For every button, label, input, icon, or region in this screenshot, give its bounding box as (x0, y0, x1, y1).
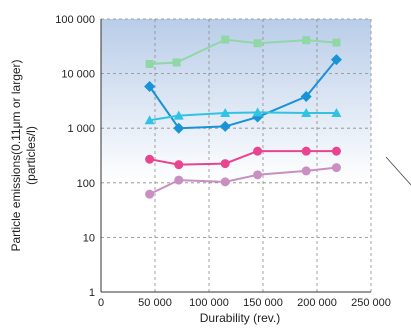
series-2-point (219, 120, 231, 132)
plot-background (101, 19, 371, 292)
series-4-point (220, 159, 230, 169)
y-tick-label: 10 000 (61, 69, 95, 81)
series-1-point (253, 39, 262, 48)
x-axis-title: Durability (rev.) (200, 311, 280, 325)
x-tick-label: 150 000 (243, 297, 283, 309)
x-tick-label: 250 000 (351, 297, 391, 309)
series-1-line (149, 38, 337, 65)
series-3-point (220, 107, 231, 117)
series-2-point (330, 54, 342, 66)
series-group (144, 35, 342, 199)
series-5-line (149, 166, 337, 196)
series-4-point (145, 154, 155, 164)
series-4-line (149, 150, 337, 166)
series-2-point (144, 81, 156, 93)
series-5-point (220, 177, 230, 187)
series-3-point (252, 107, 263, 117)
series-4 (145, 146, 341, 170)
series-3-point (301, 107, 312, 117)
series-4-point (301, 146, 311, 156)
series-5-point (253, 170, 263, 180)
y-axis-title-line-1: Particle emissions(0.11μm or larger) (9, 59, 23, 251)
series-4-point (331, 146, 341, 156)
y-tick-label: 100 (77, 178, 95, 190)
series-3-point (331, 107, 342, 117)
y-axis-title-line-2: (particles/l) (24, 126, 38, 185)
series-2-point (300, 91, 312, 103)
series-2-point (173, 122, 185, 134)
series-1-point (172, 58, 181, 67)
series-3-point (144, 115, 155, 125)
y-tick-label: 1 000 (67, 123, 95, 135)
series-5 (145, 163, 341, 199)
series-3-point (173, 110, 184, 120)
y-tick-labels: 1 10 100 1 000 10 000 100 000 (55, 14, 95, 299)
series-1-point (221, 35, 230, 44)
x-tick-label: 50 000 (138, 297, 172, 309)
x-tick-label: 0 (98, 297, 104, 309)
series-1-point (332, 38, 341, 47)
series-1-point (302, 36, 311, 45)
x-tick-label: 200 000 (297, 297, 337, 309)
axes (100, 19, 371, 293)
series-1 (145, 35, 341, 68)
y-tick-label: 1 (89, 287, 95, 299)
series-3-line (149, 111, 337, 122)
series-3 (144, 107, 342, 125)
y-tick-label: 10 (83, 232, 95, 244)
series-5-point (174, 175, 184, 185)
series-5-point (331, 163, 341, 173)
y-tick-label: 100 000 (55, 14, 95, 26)
series-5-point (145, 189, 155, 199)
series-2-line (148, 59, 338, 130)
x-tick-label: 100 000 (189, 297, 229, 309)
series-1-point (145, 59, 154, 68)
series-4-point (174, 160, 184, 170)
x-tick-labels: 0 50 000 100 000 150 000 200 000 250 000 (98, 297, 391, 309)
series-5-point (301, 166, 311, 176)
series-4-point (253, 146, 263, 156)
callout-line (385, 156, 411, 186)
